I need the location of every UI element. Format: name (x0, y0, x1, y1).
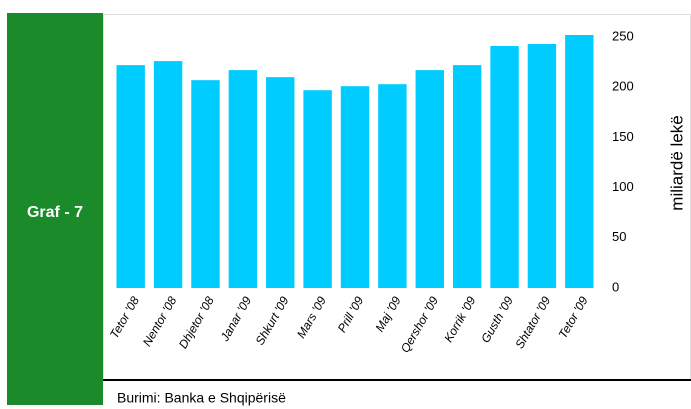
bar (266, 77, 295, 288)
y-axis-label: miliardë lekë (667, 115, 686, 210)
x-tick-label: Janar '09 (217, 294, 254, 345)
y-tick-label: 150 (612, 129, 634, 144)
bar (490, 46, 519, 289)
y-tick-label: 250 (612, 28, 634, 43)
x-tick-label: Gusth '09 (478, 294, 516, 345)
x-tick-label: Dhjetor '08 (176, 294, 217, 351)
x-tick-label: Qershor '09 (398, 294, 441, 355)
bar (527, 44, 557, 288)
x-tick-label: Shkurt '09 (253, 294, 292, 348)
bar (153, 61, 183, 288)
y-tick-label: 50 (612, 229, 626, 244)
sidebar (7, 13, 103, 405)
x-tick-label: Shtator '09 (512, 294, 553, 351)
x-tick-label: Nentor '08 (140, 294, 180, 349)
y-tick-label: 200 (612, 79, 634, 94)
bar (415, 70, 444, 288)
bar (303, 90, 332, 288)
x-tick-label: Tetor '09 (556, 294, 591, 341)
bar (565, 34, 594, 288)
bar (191, 80, 220, 288)
bar (452, 65, 482, 288)
x-tick-label: Korrik '09 (441, 294, 478, 345)
bar (228, 70, 258, 288)
x-tick-label: Mars '09 (294, 294, 329, 341)
y-tick-label: 0 (612, 279, 619, 294)
x-tick-label: Prill '09 (335, 294, 367, 335)
bar (116, 65, 145, 288)
x-tick-label: Maj '09 (372, 294, 403, 334)
source: Burimi: Banka e Shqipërisë (117, 390, 286, 406)
y-tick-label: 100 (612, 179, 634, 194)
bar (340, 86, 370, 288)
sidebar-label: Graf - 7 (27, 204, 83, 221)
bar (378, 84, 407, 288)
x-tick-label: Tetor '08 (107, 294, 142, 341)
